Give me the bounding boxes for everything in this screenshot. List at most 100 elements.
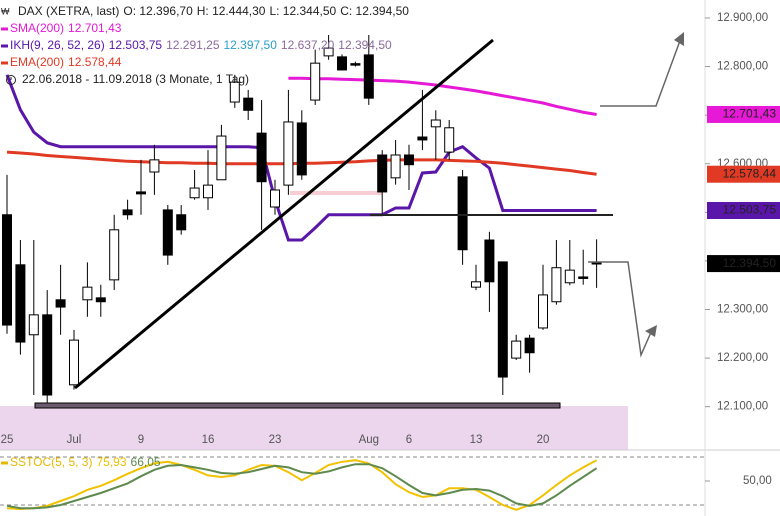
candle-body <box>176 214 187 231</box>
price-tag-label: 12.701,43 <box>723 107 777 121</box>
x-tick-label: 13 <box>470 434 483 446</box>
oscillator-line <box>6 463 598 510</box>
price-tag-label: 12.503,75 <box>723 203 777 217</box>
y-tick-label: 12.100,00 <box>717 401 768 413</box>
candle-body <box>256 132 267 183</box>
candle-body <box>524 337 535 354</box>
candle-body <box>55 299 66 308</box>
candle-body <box>42 314 53 396</box>
candle-body <box>15 264 26 343</box>
x-tick-label: 25 <box>1 434 14 446</box>
y-tick-label: 12.900,00 <box>717 12 768 24</box>
candle-body <box>551 267 562 303</box>
legend-text: 12.578,44 <box>68 55 122 69</box>
price-tag <box>707 105 780 123</box>
price-tag <box>707 202 780 220</box>
legend-text: EMA(200) <box>10 55 64 69</box>
candle-body <box>149 159 160 173</box>
price-tag <box>707 165 780 183</box>
candle-body <box>189 187 200 199</box>
legend-text: O: 12.396,70 <box>123 4 193 18</box>
legend-swatch <box>1 27 8 31</box>
x-tick-label: 20 <box>537 434 550 446</box>
legend-text: 12.701,43 <box>68 21 122 35</box>
candle-body <box>390 154 401 179</box>
legend-text: SMA(200) <box>10 21 64 35</box>
candle-body <box>229 81 240 103</box>
legend-text: L: 12.344,50 <box>269 4 336 18</box>
candle-body <box>82 286 93 301</box>
legend-entry: IKH(9, 26, 52, 26) 12.503,75 12.291,25 12.3… <box>10 38 392 52</box>
y-tick-label: 12.200,00 <box>717 352 768 364</box>
candle-body <box>457 176 468 251</box>
candle-body <box>497 261 508 378</box>
candle-body <box>337 56 347 71</box>
candle-body <box>2 214 12 326</box>
legend-text: DAX (XETRA, last) <box>18 4 119 18</box>
candle-body <box>564 269 575 284</box>
candle-body <box>216 135 227 181</box>
legend-text: SSTOC(5, 5, 3) <box>10 455 92 469</box>
candle-body <box>283 121 294 186</box>
candle-body <box>95 297 106 303</box>
candle-body <box>538 294 548 329</box>
legend-text: IKH(9, 26, 52, 26) <box>10 38 105 52</box>
candle-body <box>578 276 589 279</box>
oscillator-line <box>6 459 598 511</box>
legend-entry: SMA(200) 12.701,43 <box>10 21 122 35</box>
chart-icon: ₩ <box>1 6 10 16</box>
y-tick-label: 12.800,00 <box>717 61 768 73</box>
price-tag <box>707 255 780 273</box>
period-label: 22.06.2018 - 11.09.2018 (3 Monate, 1 Tag… <box>22 72 249 86</box>
candle-body <box>471 281 481 288</box>
candle-body <box>430 119 441 128</box>
candle-body <box>404 154 414 166</box>
legend-header: DAX (XETRA, last) O: 12.396,70 H: 12.444,3… <box>18 4 409 18</box>
legend-swatch <box>1 61 8 65</box>
candle-body <box>377 154 388 193</box>
plot <box>0 34 705 511</box>
indicator-line <box>288 76 597 116</box>
candle-body <box>243 97 254 111</box>
legend-text: 66,05 <box>131 455 161 469</box>
legend-text: H: 12.444,30 <box>197 4 266 18</box>
legend-swatch <box>1 44 8 48</box>
oscillator-legend: SSTOC(5, 5, 3) 75,93 66,05 <box>10 455 161 469</box>
candle-body <box>484 239 495 283</box>
arrow-head <box>645 325 657 337</box>
candle-body <box>323 47 334 57</box>
legend-entry: EMA(200) 12.578,44 <box>10 55 122 69</box>
projection-arrow <box>600 37 682 107</box>
x-tick-label: 23 <box>269 434 282 446</box>
candle-body <box>28 314 39 336</box>
candle-body <box>417 136 428 141</box>
price-tag-label: 12.578,44 <box>723 166 777 180</box>
candle-body <box>296 122 307 176</box>
indicator-line <box>5 74 597 242</box>
price-tag-label: 12.394,50 <box>723 256 777 270</box>
x-tick-label: 16 <box>202 434 215 446</box>
candle-body <box>136 191 146 195</box>
legend-text: 12.503,75 <box>109 38 163 52</box>
legend-text: 12.394,50 <box>338 38 392 52</box>
zone-line <box>290 191 382 195</box>
legend-text: C: 12.394,50 <box>340 4 409 18</box>
candle-body <box>69 339 79 386</box>
candle-body <box>444 127 455 153</box>
projection-arrow <box>588 261 653 358</box>
x-tick-label: 6 <box>406 434 412 446</box>
candle-body <box>270 189 280 208</box>
legend-text: 12.397,50 <box>224 38 278 52</box>
x-tick-label: 9 <box>138 434 144 446</box>
arrow-head <box>674 32 684 46</box>
candle-body <box>162 209 173 256</box>
x-tick-label: Jul <box>67 434 82 446</box>
candle-body <box>363 54 374 99</box>
y-tick-label: 12.300,00 <box>717 304 768 316</box>
legend-text: 75,93 <box>96 455 126 469</box>
candle-body <box>203 184 213 199</box>
candle-body <box>310 62 321 101</box>
legend-swatch <box>1 461 8 465</box>
candle-body <box>511 340 522 359</box>
